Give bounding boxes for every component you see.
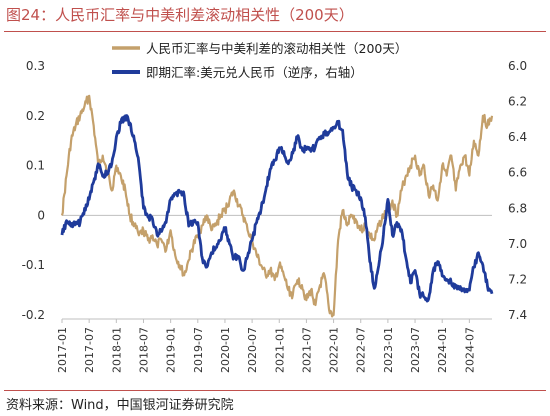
left-axis-ticks: 0.3 0.2 0.1 0 -0.1 -0.2 — [22, 59, 45, 322]
x-tick-label: 2021-01 — [273, 327, 286, 373]
left-tick-label: 0.1 — [26, 159, 45, 173]
x-tick-label: 2024-07 — [463, 327, 476, 373]
x-tick-label: 2023-07 — [409, 327, 422, 373]
right-tick-label: 6.8 — [508, 201, 527, 215]
left-tick-label: 0.3 — [26, 59, 45, 73]
right-tick-label: 7.4 — [508, 308, 527, 322]
right-tick-label: 6.0 — [508, 59, 527, 73]
x-tick-label: 2017-07 — [83, 327, 96, 373]
right-tick-label: 6.2 — [508, 95, 527, 109]
chart-legend: 人民币汇率与中美利差的滚动相关性（200天） 即期汇率:美元兑人民币（逆序，右轴） — [112, 41, 407, 80]
series-correlation-line — [60, 94, 494, 318]
x-tick-label: 2023-01 — [382, 327, 395, 373]
x-axis-ticks: 2017-01 2017-07 2018-01 2018-07 2019-01 2019-… — [56, 319, 476, 373]
chart-series — [60, 94, 494, 318]
legend-label-usdcny: 即期汇率:美元兑人民币（逆序，右轴） — [146, 65, 363, 80]
legend-label-correlation: 人民币汇率与中美利差的滚动相关性（200天） — [146, 41, 407, 56]
source-divider — [4, 390, 546, 391]
right-tick-label: 6.4 — [508, 130, 527, 144]
x-tick-label: 2019-07 — [192, 327, 205, 373]
title-divider — [4, 31, 546, 32]
x-tick-label: 2019-01 — [165, 327, 178, 373]
right-tick-label: 6.6 — [508, 166, 527, 180]
chart: 0.3 0.2 0.1 0 -0.1 -0.2 6.0 6.2 6.4 6.6 6.8 7.0 7.2… — [22, 41, 528, 373]
x-tick-label: 2020-07 — [246, 327, 259, 373]
left-tick-label: -0.2 — [22, 308, 45, 322]
left-tick-label: -0.1 — [22, 258, 45, 272]
right-axis-ticks: 6.0 6.2 6.4 6.6 6.8 7.0 7.2 7.4 — [508, 59, 527, 322]
figure-title: 图24：人民币汇率与中美利差滚动相关性（200天） — [6, 6, 354, 24]
x-tick-label: 2024-01 — [436, 327, 449, 373]
x-tick-label: 2018-01 — [110, 327, 123, 373]
source-note: 资料来源：Wind，中国银河证券研究院 — [6, 398, 234, 413]
x-tick-label: 2022-07 — [355, 327, 368, 373]
x-tick-label: 2021-07 — [300, 327, 313, 373]
left-tick-label: 0.2 — [26, 109, 45, 123]
x-tick-label: 2018-07 — [137, 327, 150, 373]
x-tick-label: 2022-01 — [328, 327, 341, 373]
series-usdcny-line — [60, 114, 494, 303]
right-tick-label: 7.0 — [508, 237, 527, 251]
right-tick-label: 7.2 — [508, 272, 527, 286]
x-tick-label: 2020-01 — [219, 327, 232, 373]
x-tick-label: 2017-01 — [56, 327, 69, 373]
chart-grid — [62, 214, 492, 320]
left-tick-label: 0 — [37, 208, 45, 222]
